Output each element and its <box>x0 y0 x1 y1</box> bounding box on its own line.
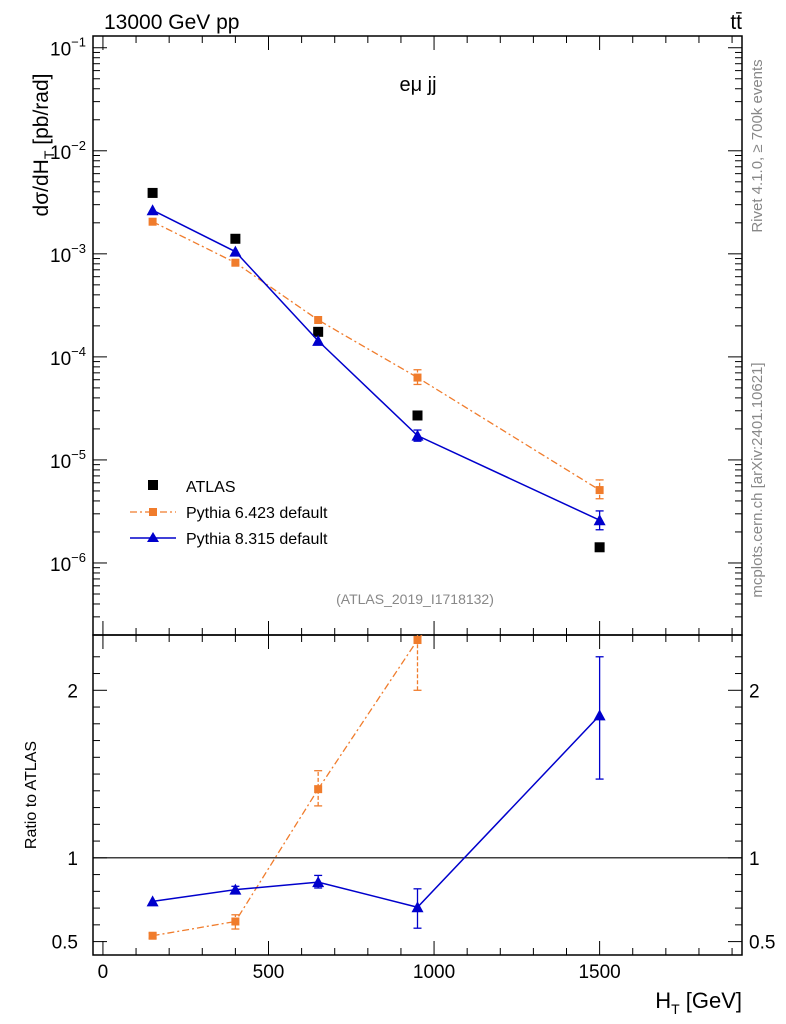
main-y-axis-title-sub: T <box>41 150 57 159</box>
ratio-y-tick-label-left: 2 <box>67 681 78 702</box>
tick-base: 10 <box>50 349 71 370</box>
atlas-data-point <box>230 233 241 244</box>
main-y-tick-label: 10−6 <box>50 550 86 576</box>
main-y-tick-label: 10−5 <box>50 447 86 473</box>
legend-pythia6-marker <box>149 508 157 516</box>
ratio-y-tick-label-right: 0.5 <box>749 933 775 954</box>
tick-exponent: −6 <box>71 550 86 565</box>
ratio-y-tick-label-left: 1 <box>67 849 78 870</box>
main-y-tick-label: 10−4 <box>50 344 86 370</box>
main-y-axis: 10−610−510−410−310−210−1 <box>50 35 742 636</box>
pythia8-ratio-point <box>229 883 242 895</box>
pythia8-point <box>146 204 159 216</box>
pythia8-ratio-point <box>593 709 606 721</box>
tick-base: 10 <box>50 555 71 576</box>
tick-base: 10 <box>50 143 71 164</box>
pythia6-point <box>595 486 604 495</box>
tick-exponent: −4 <box>71 344 86 359</box>
tick-exponent: −2 <box>71 138 86 153</box>
ratio-y-tick-label-right: 1 <box>749 849 760 870</box>
ratio-y-axis-title: Ratio to ATLAS <box>23 741 40 849</box>
pythia8-point <box>312 334 325 346</box>
x-axis-title-sub: T <box>671 1001 680 1017</box>
tick-exponent: −1 <box>71 35 86 50</box>
ratio-y-tick-label-right: 2 <box>749 681 760 702</box>
energy-label: 13000 GeV pp <box>104 11 239 34</box>
legend-atlas-marker <box>148 480 158 490</box>
tick-base: 10 <box>50 246 71 267</box>
legend-pythia6-label: Pythia 6.423 default <box>186 505 328 522</box>
pythia8-point <box>229 245 242 257</box>
x-tick-label: 1500 <box>578 962 620 983</box>
pythia8-ratio-point <box>312 876 325 888</box>
pythia6-ratio-point <box>148 931 157 940</box>
pythia8-ratio-line <box>152 714 601 909</box>
tick-base: 10 <box>50 40 71 61</box>
tick-base: 10 <box>50 452 71 473</box>
main-y-tick-label: 10−1 <box>50 35 86 61</box>
channel-label: eμ jj <box>399 74 436 96</box>
main-y-axis-title-base: dσ/dH <box>30 159 53 216</box>
pythia8-ratio-point <box>411 901 424 913</box>
atlas-data-point <box>147 187 158 198</box>
legend-pythia8-marker <box>147 532 159 542</box>
x-axis-title: HT [GeV] <box>655 988 742 1017</box>
pythia6-ratio-line <box>152 635 423 937</box>
atlas-data-point <box>412 410 423 421</box>
pythia6-point <box>148 217 157 226</box>
x-axis-title-base: H <box>655 988 671 1013</box>
legend-pythia8-label: Pythia 8.315 default <box>186 531 328 548</box>
x-tick-label: 0 <box>98 962 109 983</box>
pythia6-line <box>152 221 600 491</box>
legend: ATLAS Pythia 6.423 default Pythia 8.315 … <box>130 479 328 548</box>
rivet-label: Rivet 4.1.0, ≥ 700k events <box>749 59 766 232</box>
main-y-tick-label: 10−2 <box>50 138 86 164</box>
atlas-data-point <box>313 326 324 337</box>
pythia6-ratio-point <box>413 636 422 645</box>
pythia6-ratio-point <box>231 917 240 926</box>
legend-atlas-label: ATLAS <box>186 479 236 496</box>
pythia6-point <box>314 315 323 324</box>
pythia6-point <box>413 373 422 382</box>
x-tick-label: 1000 <box>413 962 455 983</box>
ratio-y-tick-label-left: 0.5 <box>52 933 78 954</box>
x-axis: 0 500 1000 1500 <box>98 36 733 983</box>
mcplots-label: mcplots.cern.ch [arXiv:2401.10621] <box>749 362 766 597</box>
x-axis-title-unit: [GeV] <box>680 988 742 1013</box>
tick-exponent: −5 <box>71 447 86 462</box>
analysis-label: (ATLAS_2019_I1718132) <box>336 591 494 607</box>
ratio-y-axis: 0.5 0.5 1 1 2 2 <box>52 656 775 954</box>
main-y-tick-label: 10−3 <box>50 241 86 267</box>
main-y-axis-title: dσ/dHT [pb/rad] <box>30 74 57 217</box>
x-tick-label: 500 <box>253 962 285 983</box>
pythia8-line <box>152 209 600 521</box>
process-label: tt̄ <box>730 11 742 34</box>
main-series-group <box>146 187 606 553</box>
main-y-axis-title-unit: [pb/rad] <box>30 74 53 151</box>
atlas-data-point <box>594 542 605 553</box>
pythia6-point <box>231 258 240 267</box>
pythia8-ratio-point <box>146 895 159 907</box>
ratio-series-group <box>146 418 606 940</box>
pythia8-point <box>593 514 606 526</box>
pythia8-point <box>411 429 424 441</box>
pythia6-ratio-point <box>596 418 604 426</box>
pythia6-ratio-point <box>314 785 323 794</box>
tick-exponent: −3 <box>71 241 86 256</box>
